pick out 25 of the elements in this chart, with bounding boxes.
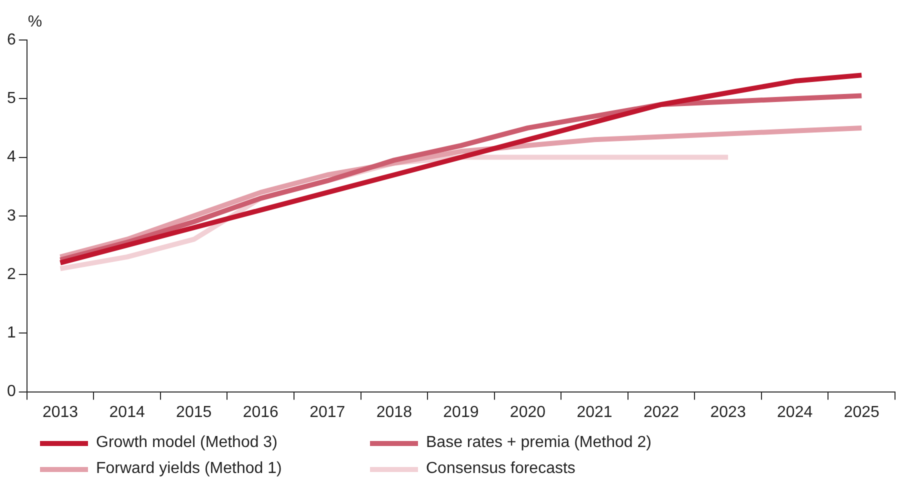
x-tick-label: 2021 — [576, 404, 612, 421]
legend-label: Growth model (Method 3) — [96, 434, 278, 452]
y-tick-label: 0 — [6, 383, 16, 400]
x-tick-label: 2023 — [710, 404, 746, 421]
x-tick-label: 2019 — [443, 404, 479, 421]
x-tick-label: 2017 — [310, 404, 346, 421]
x-tick-label: 2020 — [510, 404, 546, 421]
x-tick-label: 2024 — [777, 404, 813, 421]
y-tick-label: 6 — [6, 31, 16, 48]
x-tick-label: 2015 — [176, 404, 212, 421]
legend-label: Forward yields (Method 1) — [96, 460, 282, 478]
y-tick-label: 1 — [6, 324, 16, 342]
y-tick-label: 4 — [6, 148, 16, 166]
legend-label: Base rates + premia (Method 2) — [426, 434, 652, 452]
x-tick-label: 2013 — [42, 404, 78, 421]
y-tick-label: 2 — [6, 266, 16, 283]
y-tick-label: 3 — [6, 207, 16, 224]
y-tick-label: 5 — [6, 90, 16, 108]
x-tick-label: 2014 — [109, 404, 145, 421]
x-tick-label: 2016 — [242, 404, 279, 421]
x-tick-label: 2025 — [844, 404, 880, 421]
x-tick-label: 2022 — [643, 404, 680, 421]
x-tick-label: 2018 — [376, 404, 412, 421]
y-axis-title: % — [28, 13, 42, 30]
legend-label: Consensus forecasts — [426, 460, 576, 478]
